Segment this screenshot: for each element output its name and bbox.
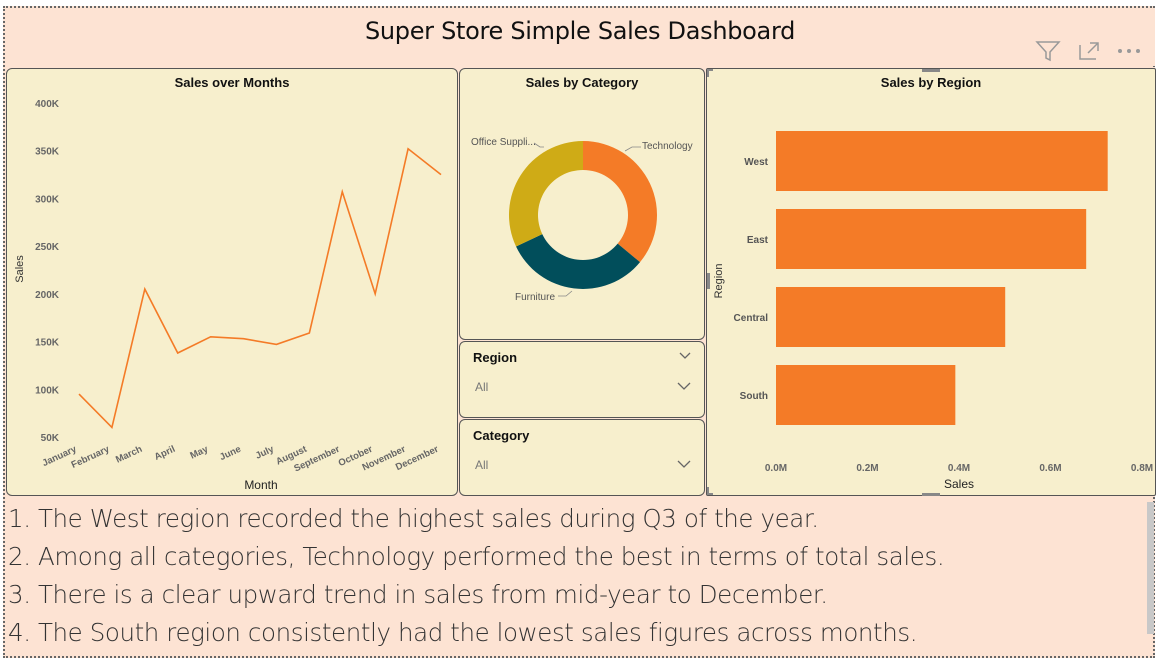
visual-header-icons (1035, 40, 1141, 62)
insights-textbox[interactable]: 1. The West region recorded the highest … (8, 500, 1144, 656)
y-tick-label: 100K (35, 385, 60, 396)
bar-south[interactable] (776, 365, 956, 425)
title-bar: Super Store Simple Sales Dashboard (5, 8, 1155, 66)
resize-handle[interactable] (707, 273, 710, 289)
bar-chart: West East Central South 0.0M 0.2M 0.4M 0.6M 0.8… (707, 69, 1153, 496)
y-tick-label: 50K (41, 433, 60, 444)
dropdown-chevron-icon[interactable] (676, 381, 692, 391)
region-slicer-value[interactable]: All (475, 380, 489, 394)
x-tick-label: 0.8M (1131, 463, 1153, 474)
donut-label-technology: Technology (642, 141, 693, 152)
more-options-icon[interactable] (1117, 46, 1141, 56)
insight-line: 4. The South region consistently had the… (8, 618, 918, 647)
donut-slice-technology[interactable] (583, 141, 657, 263)
donut-label-furniture: Furniture (515, 292, 555, 303)
insight-line: 3. There is a clear upward trend in sale… (8, 580, 828, 609)
chevron-down-icon[interactable] (678, 351, 692, 361)
sales-over-months-panel[interactable]: Sales over Months 50K 100K 150K 200K 250K 300… (6, 68, 458, 496)
notes-scrollbar[interactable] (1147, 502, 1154, 634)
x-tick-label: 0.0M (765, 463, 787, 474)
focus-mode-icon[interactable] (1077, 40, 1101, 62)
line-chart-title: Sales over Months (174, 75, 290, 90)
category-slicer[interactable]: Category All (459, 419, 705, 496)
region-slicer[interactable]: Region All (459, 341, 705, 418)
category-slicer-title: Category (473, 428, 530, 443)
category-slicer-value[interactable]: All (475, 458, 489, 472)
resize-handle[interactable] (707, 487, 709, 495)
sales-by-region-panel[interactable]: Sales by Region West East Central South 0.0… (706, 68, 1156, 496)
y-category-label: East (747, 235, 769, 246)
bar-west[interactable] (776, 131, 1108, 191)
x-tick-label: May (189, 443, 211, 461)
y-category-label: West (744, 157, 768, 168)
line-y-axis-label: Sales (14, 255, 26, 283)
x-tick-label: 0.2M (856, 463, 878, 474)
dashboard-title: Super Store Simple Sales Dashboard (364, 17, 796, 45)
x-tick-label: April (153, 444, 177, 463)
line-x-axis-label: Month (244, 478, 277, 492)
y-category-label: Central (734, 313, 769, 324)
y-tick-label: 400K (35, 99, 60, 110)
resize-handle[interactable] (707, 69, 713, 71)
x-tick-label: June (218, 444, 243, 463)
sales-line (78, 147, 442, 430)
y-tick-label: 200K (35, 290, 60, 301)
y-tick-label: 250K (35, 242, 60, 253)
donut-chart-title: Sales by Category (525, 75, 639, 90)
resize-handle[interactable] (707, 69, 709, 77)
donut-chart: Technology Furniture Office Suppli... (471, 137, 693, 303)
x-tick-label: February (70, 443, 112, 470)
y-category-label: South (740, 391, 768, 402)
x-tick-label: March (114, 444, 144, 466)
donut-slice-furniture[interactable] (516, 234, 641, 289)
donut-slice-office-supplies[interactable] (509, 141, 583, 247)
y-tick-label: 150K (35, 338, 60, 349)
bar-x-axis-label: Sales (944, 477, 974, 491)
resize-handle[interactable] (922, 69, 940, 72)
sales-by-category-panel[interactable]: Sales by Category Technology Furniture O… (459, 68, 705, 340)
region-slicer-title: Region (473, 350, 518, 365)
x-tick-label: July (254, 443, 277, 461)
filter-icon[interactable] (1035, 40, 1061, 62)
x-tick-label: 0.6M (1039, 463, 1061, 474)
bar-y-axis-label: Region (713, 264, 725, 299)
bar-east[interactable] (776, 209, 1087, 269)
resize-handle[interactable] (707, 493, 713, 495)
bar-central[interactable] (776, 287, 1006, 347)
bar-chart-title: Sales by Region (880, 75, 982, 90)
resize-handle[interactable] (922, 493, 940, 496)
dropdown-chevron-icon[interactable] (676, 459, 692, 469)
y-tick-label: 300K (35, 194, 60, 205)
insight-line: 1. The West region recorded the highest … (8, 504, 819, 533)
insight-line: 2. Among all categories, Technology perf… (8, 542, 945, 571)
donut-label-office-supplies: Office Suppli... (471, 137, 536, 148)
y-tick-label: 350K (35, 147, 60, 158)
x-tick-label: 0.4M (948, 463, 970, 474)
